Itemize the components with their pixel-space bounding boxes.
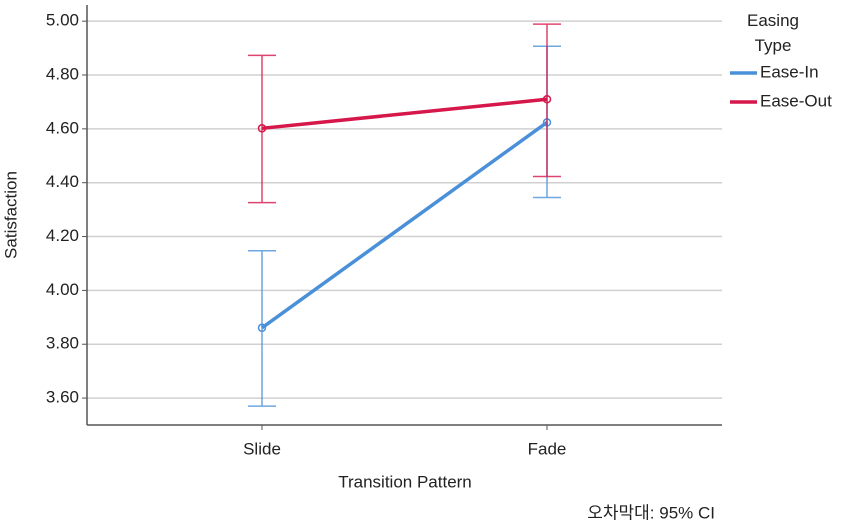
legend-title: Easing Type xyxy=(747,11,799,55)
y-tick-label: 5.00 xyxy=(46,11,79,30)
y-tick-label: 4.60 xyxy=(46,118,79,137)
legend-label: Ease-In xyxy=(760,62,819,81)
legend-title-box: Easing Type xyxy=(747,11,799,55)
footnote: 오차막대: 95% CI xyxy=(587,503,715,522)
x-tick-label: Fade xyxy=(528,439,567,458)
series-line xyxy=(261,97,548,131)
x-tick-label: Slide xyxy=(243,439,281,458)
y-tick-label: 3.60 xyxy=(46,388,79,407)
x-axis-label: Transition Pattern xyxy=(338,472,472,491)
y-tick-label: 4.80 xyxy=(46,64,79,83)
point xyxy=(257,124,267,133)
point xyxy=(257,323,267,333)
legend-label: Ease-Out xyxy=(760,91,832,110)
point xyxy=(542,94,552,104)
y-tick-label: 3.80 xyxy=(46,334,79,353)
y-axis-label: Satisfaction xyxy=(1,171,20,259)
error-bar xyxy=(248,54,276,204)
y-tick-label: 4.00 xyxy=(46,280,79,299)
error-bar xyxy=(248,250,276,407)
y-tick-label: 4.20 xyxy=(46,226,79,245)
series-line xyxy=(260,120,549,330)
y-tick-label: 4.40 xyxy=(46,172,79,191)
